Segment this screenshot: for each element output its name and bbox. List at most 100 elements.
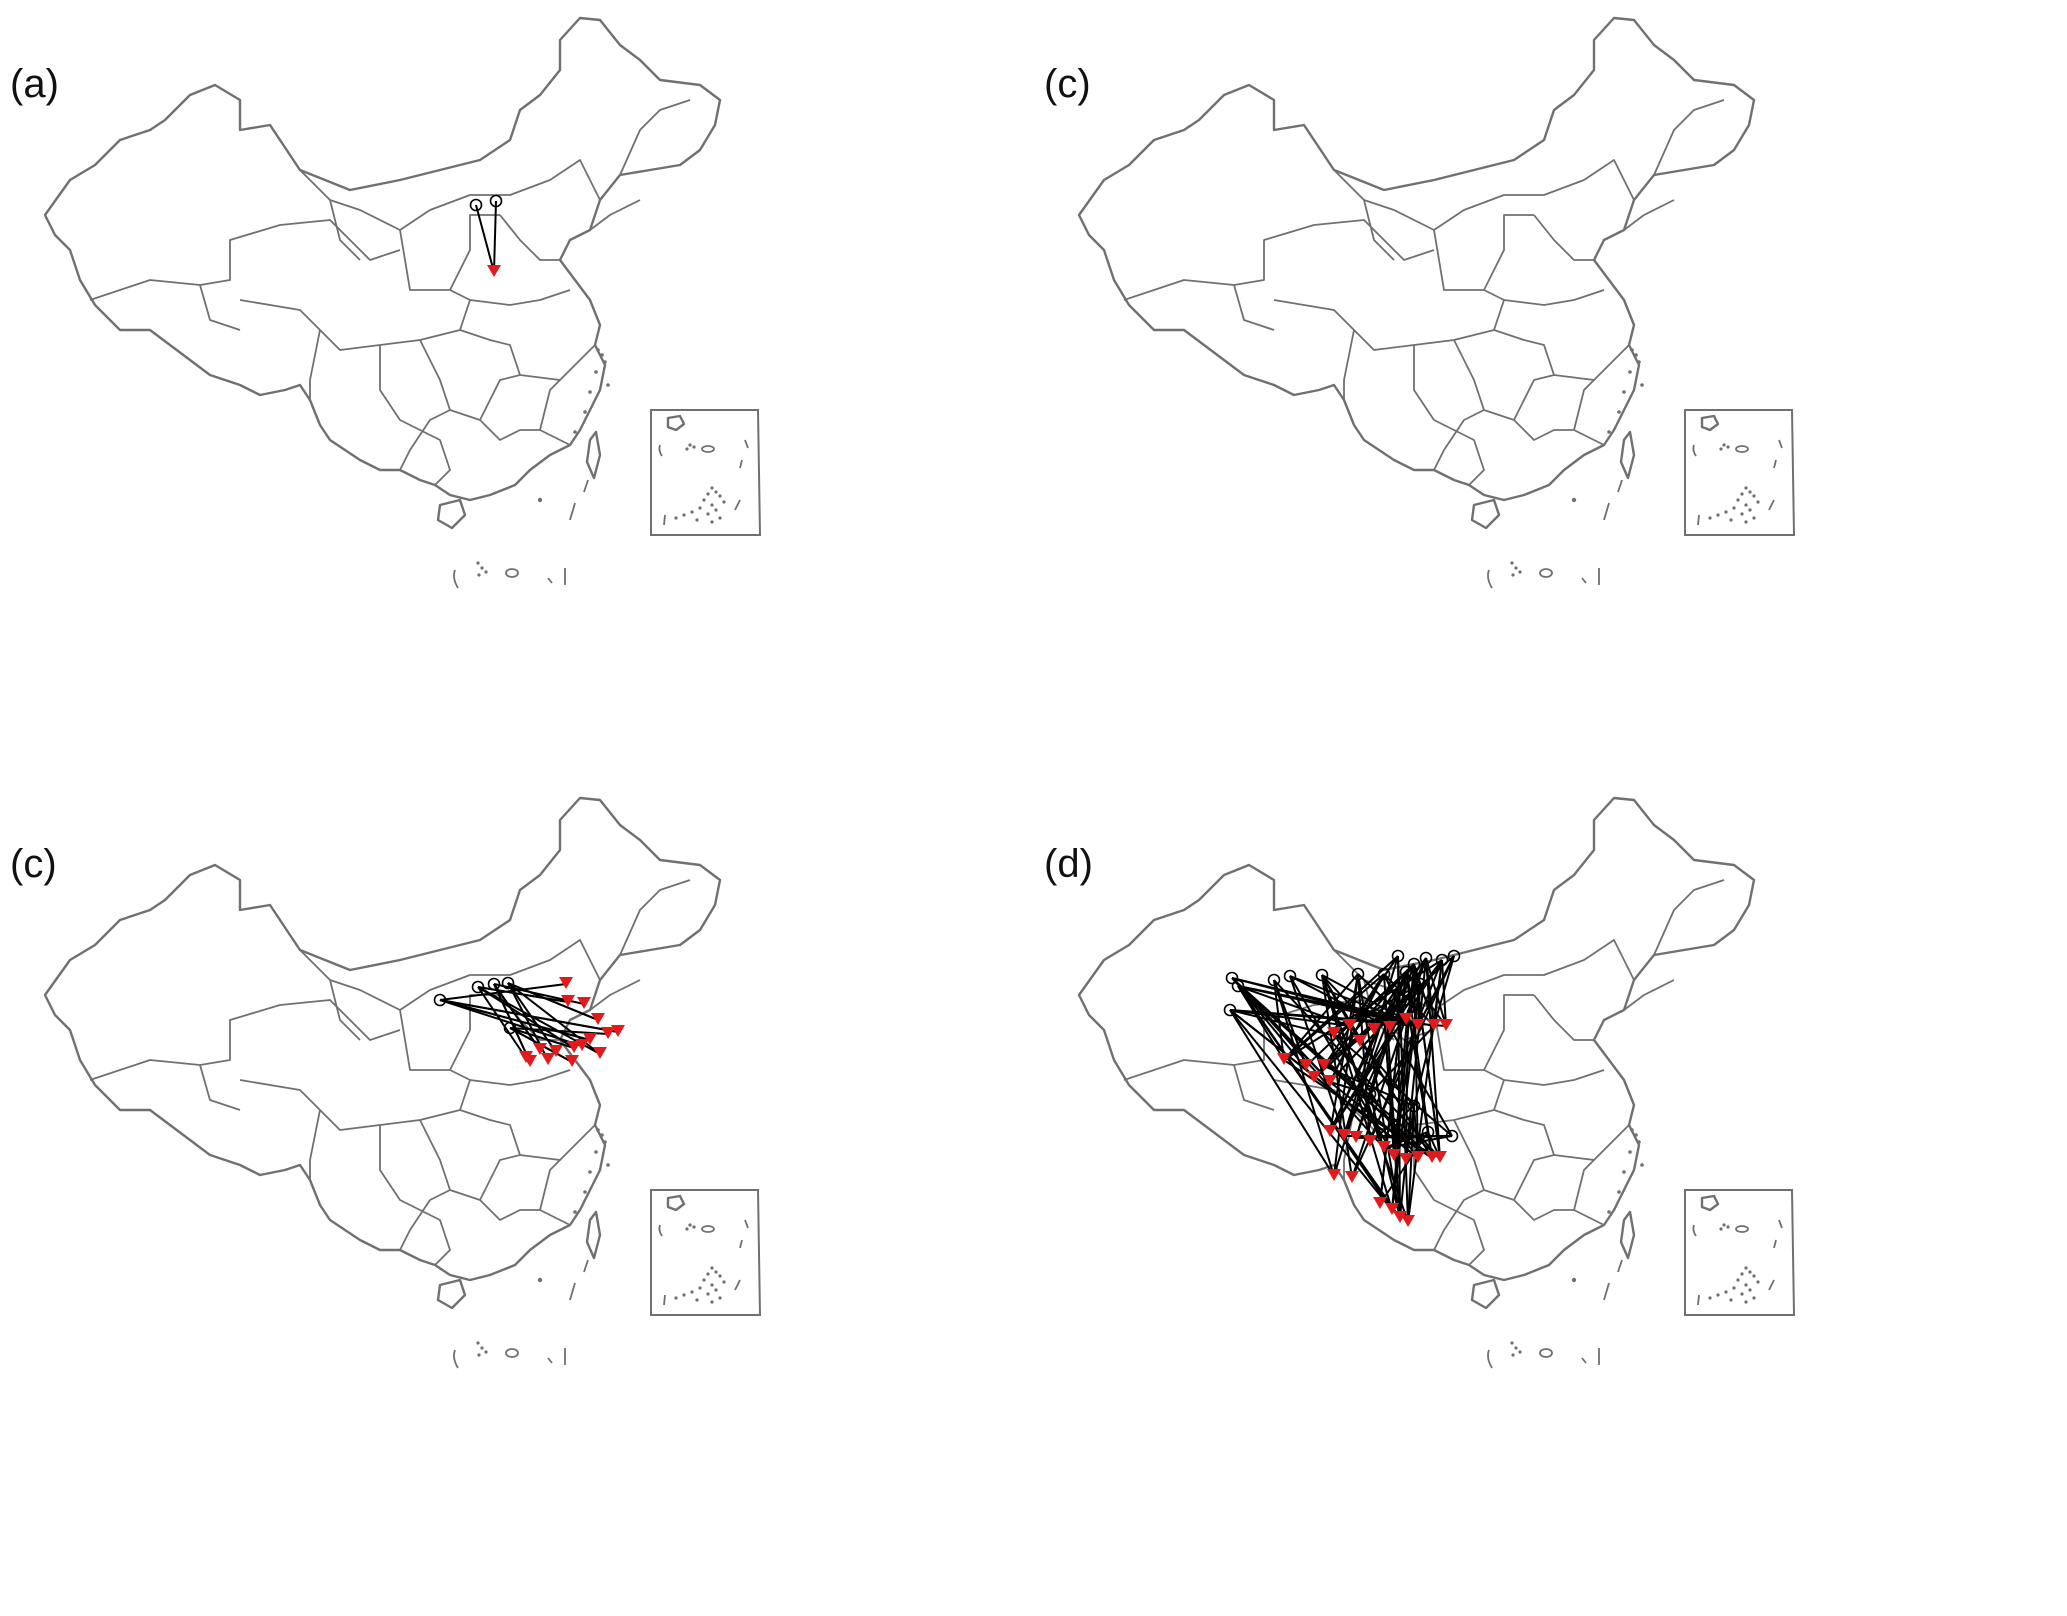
province-border: [309, 329, 321, 400]
province-border: [309, 1109, 321, 1180]
destination-markers: [487, 265, 501, 277]
flow-line: [439, 999, 591, 1041]
province-border: [499, 214, 560, 261]
flow-line: [1357, 973, 1401, 1219]
destination-marker: [1385, 1203, 1399, 1215]
province-border: [399, 1189, 451, 1251]
origin-marker: [1283, 969, 1297, 983]
destination-marker: [1299, 1059, 1313, 1071]
province-border: [89, 219, 401, 301]
destination-marker: [1377, 1141, 1391, 1153]
province-border: [399, 409, 451, 471]
south-china-sea-inset: [650, 409, 762, 536]
destination-marker: [1399, 1013, 1413, 1025]
destination-marker: [541, 1053, 555, 1065]
province-border: [1493, 329, 1630, 381]
south-china-sea-inset: [1684, 409, 1796, 536]
origin-marker: [487, 977, 501, 991]
destination-marker: [1277, 1053, 1291, 1065]
national-border: [1077, 796, 1756, 1282]
flow-line: [493, 200, 497, 273]
province-border: [1453, 1119, 1605, 1226]
flow-line: [1397, 955, 1401, 1219]
coastal-islands: [1607, 348, 1644, 434]
flow-line: [1229, 1009, 1335, 1177]
flow-line: [1321, 974, 1407, 1021]
province-border: [479, 1154, 521, 1201]
flow-line: [1329, 983, 1421, 1133]
destination-marker: [1327, 1027, 1341, 1039]
destination-markers: [1277, 1013, 1453, 1227]
province-border: [1433, 409, 1485, 471]
province-border: [1343, 1109, 1355, 1180]
province-boundaries: [1077, 16, 1756, 502]
origin-marker: [1315, 968, 1329, 982]
province-border: [1483, 994, 1534, 1071]
province-border: [1333, 159, 1635, 231]
destination-marker: [1307, 1071, 1321, 1083]
flow-line: [1229, 1009, 1393, 1211]
origin-marker: [1223, 1003, 1237, 1017]
flow-line: [493, 983, 541, 1051]
flow-line: [439, 999, 619, 1033]
taiwan-island: [585, 430, 602, 480]
destination-marker: [1363, 1135, 1377, 1147]
province-border: [1623, 979, 1675, 1011]
origin-marker: [1447, 949, 1461, 963]
hainan-island: [1470, 1278, 1501, 1310]
flow-line: [1383, 1013, 1401, 1219]
coastal-islands: [1607, 1128, 1644, 1214]
province-border: [449, 214, 500, 291]
province-border: [89, 999, 401, 1081]
destination-marker: [1353, 1035, 1367, 1047]
china-map: [43, 16, 762, 589]
origin-marker: [433, 993, 447, 1007]
flow-line: [1441, 959, 1447, 1027]
destination-marker: [1317, 1059, 1331, 1071]
destination-marker: [593, 1047, 607, 1059]
flow-line: [1407, 959, 1443, 1223]
flow-line: [1229, 1009, 1419, 1159]
flow-line: [1399, 957, 1427, 1219]
destination-marker: [1323, 1125, 1337, 1137]
destination-marker: [583, 1033, 597, 1045]
destination-marker: [1367, 1023, 1381, 1035]
origin-marker: [1435, 953, 1449, 967]
origin-marker: [1407, 957, 1421, 971]
migration-flows: [475, 200, 497, 273]
origin-marker: [501, 976, 515, 990]
panel-a: (a): [0, 0, 1033, 780]
destination-marker: [1349, 1131, 1363, 1143]
province-border: [239, 1079, 421, 1131]
origin-marker: [471, 980, 485, 994]
destination-marker: [1337, 1129, 1351, 1141]
province-border: [419, 339, 571, 446]
origin-marker: [1419, 951, 1433, 965]
province-border: [1493, 1109, 1630, 1161]
flow-line: [1379, 971, 1407, 1205]
origin-marker: [1377, 1007, 1391, 1021]
panel-c-bottom: (c): [0, 780, 1033, 1560]
origin-markers: [469, 194, 503, 212]
origin-marker: [1231, 979, 1245, 993]
origin-marker: [1363, 1087, 1377, 1101]
panel-label: (c): [1044, 62, 1091, 106]
destination-marker: [1411, 1019, 1425, 1031]
panel-d: (d): [1034, 780, 2067, 1560]
flow-line: [1349, 973, 1385, 1027]
hainan-island: [436, 498, 467, 530]
province-border: [1233, 284, 1275, 331]
flow-line: [477, 986, 527, 1059]
origin-marker: [469, 198, 483, 212]
flow-line: [1425, 957, 1441, 1159]
flow-line: [1273, 979, 1335, 1177]
province-border: [399, 1009, 471, 1121]
destination-marker: [591, 1013, 605, 1025]
province-boundaries: [43, 796, 722, 1282]
province-border: [299, 939, 601, 1011]
destination-marker: [1427, 1019, 1441, 1031]
flow-line: [1369, 959, 1443, 1143]
destination-marker: [611, 1025, 625, 1037]
origin-marker: [1407, 1099, 1421, 1113]
destination-marker: [559, 977, 573, 989]
